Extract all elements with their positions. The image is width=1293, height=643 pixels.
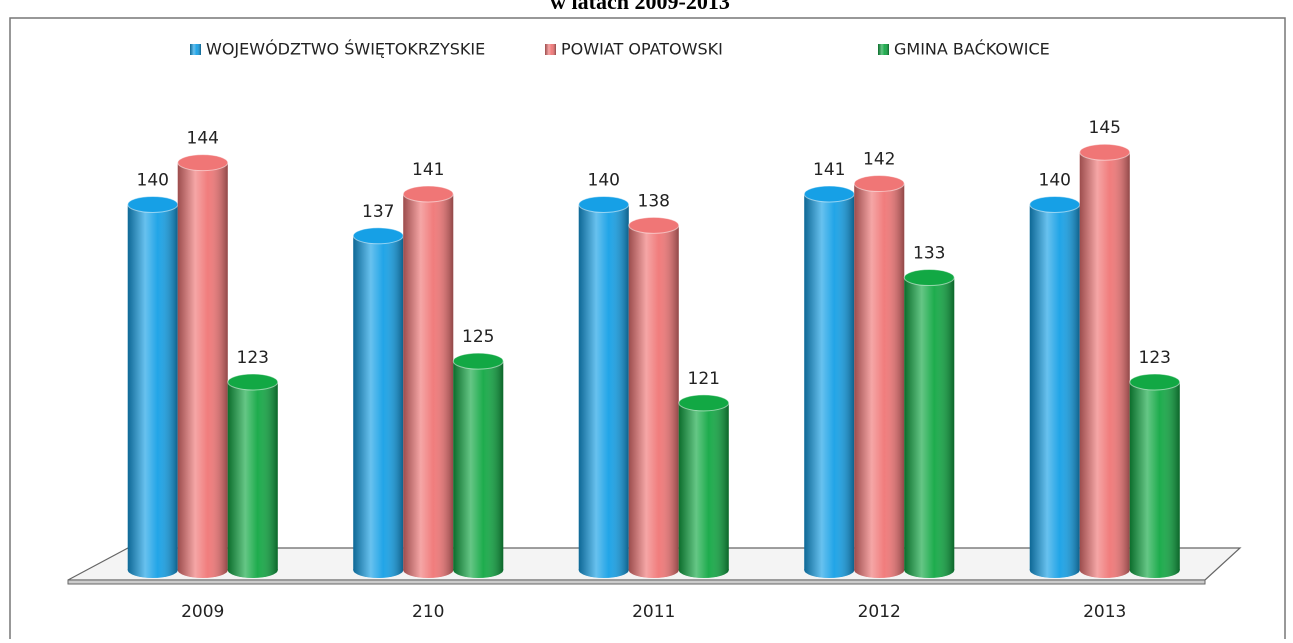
bar-shade — [804, 194, 855, 570]
data-label: 142 — [863, 150, 895, 170]
bar-shade — [227, 382, 278, 570]
data-label: 141 — [813, 160, 845, 180]
bar-shade — [403, 194, 454, 570]
data-label: 138 — [638, 191, 670, 211]
floor-edge — [67, 579, 1206, 585]
x-tick-label: 210 — [412, 602, 444, 622]
chart-title: w latach 2009-2013 — [550, 0, 730, 14]
bar-shade — [1029, 204, 1080, 570]
bar-shade — [578, 204, 629, 570]
legend-swatch-shade — [190, 44, 201, 55]
bar-top — [227, 373, 279, 391]
title-backdrop — [440, 0, 840, 17]
bar-top — [1079, 143, 1131, 161]
x-tick-label: 2011 — [632, 602, 675, 622]
bar-top — [803, 185, 855, 203]
bar-shade — [904, 277, 955, 570]
x-tick-label: 2013 — [1083, 602, 1126, 622]
legend-swatch-shade — [878, 44, 889, 55]
data-label: 121 — [688, 369, 720, 389]
bar-top — [903, 269, 955, 287]
data-label: 140 — [137, 170, 169, 190]
data-label: 144 — [187, 129, 219, 149]
bar-shade — [678, 402, 729, 570]
bar-top — [1029, 195, 1081, 213]
data-label: 140 — [1039, 170, 1071, 190]
data-label: 145 — [1089, 118, 1121, 138]
bar-top — [678, 394, 730, 412]
data-label: 133 — [913, 244, 945, 264]
bar-top — [578, 195, 630, 213]
x-tick-label: 2009 — [181, 602, 224, 622]
bar-top — [452, 352, 504, 370]
bar-top — [628, 216, 680, 234]
bar-top — [127, 195, 179, 213]
data-label: 141 — [412, 160, 444, 180]
data-label: 123 — [237, 348, 269, 368]
bar-shade — [127, 204, 178, 570]
bar-top — [402, 185, 454, 203]
bar-shade — [854, 183, 905, 571]
bar-top — [1129, 373, 1181, 391]
bar-shade — [453, 361, 504, 570]
legend-swatch-shade — [545, 44, 556, 55]
bar-shade — [1079, 152, 1130, 570]
x-tick-label: 2012 — [858, 602, 901, 622]
bar-top — [853, 175, 905, 193]
bar-shade — [177, 162, 228, 570]
bar-shade — [628, 225, 679, 571]
legend-label: GMINA BAĆKOWICE — [894, 40, 1050, 59]
bar-top — [177, 154, 229, 172]
legend-label: WOJEWÓDZTWO ŚWIĘTOKRZYSKIE — [206, 40, 485, 59]
data-label: 123 — [1139, 348, 1171, 368]
legend-label: POWIAT OPATOWSKI — [561, 40, 723, 59]
data-label: 140 — [588, 170, 620, 190]
bar-top — [352, 227, 404, 245]
data-label: 137 — [362, 202, 394, 222]
data-label: 125 — [462, 327, 494, 347]
bar-shade — [353, 235, 404, 570]
bar-shade — [1129, 382, 1180, 570]
